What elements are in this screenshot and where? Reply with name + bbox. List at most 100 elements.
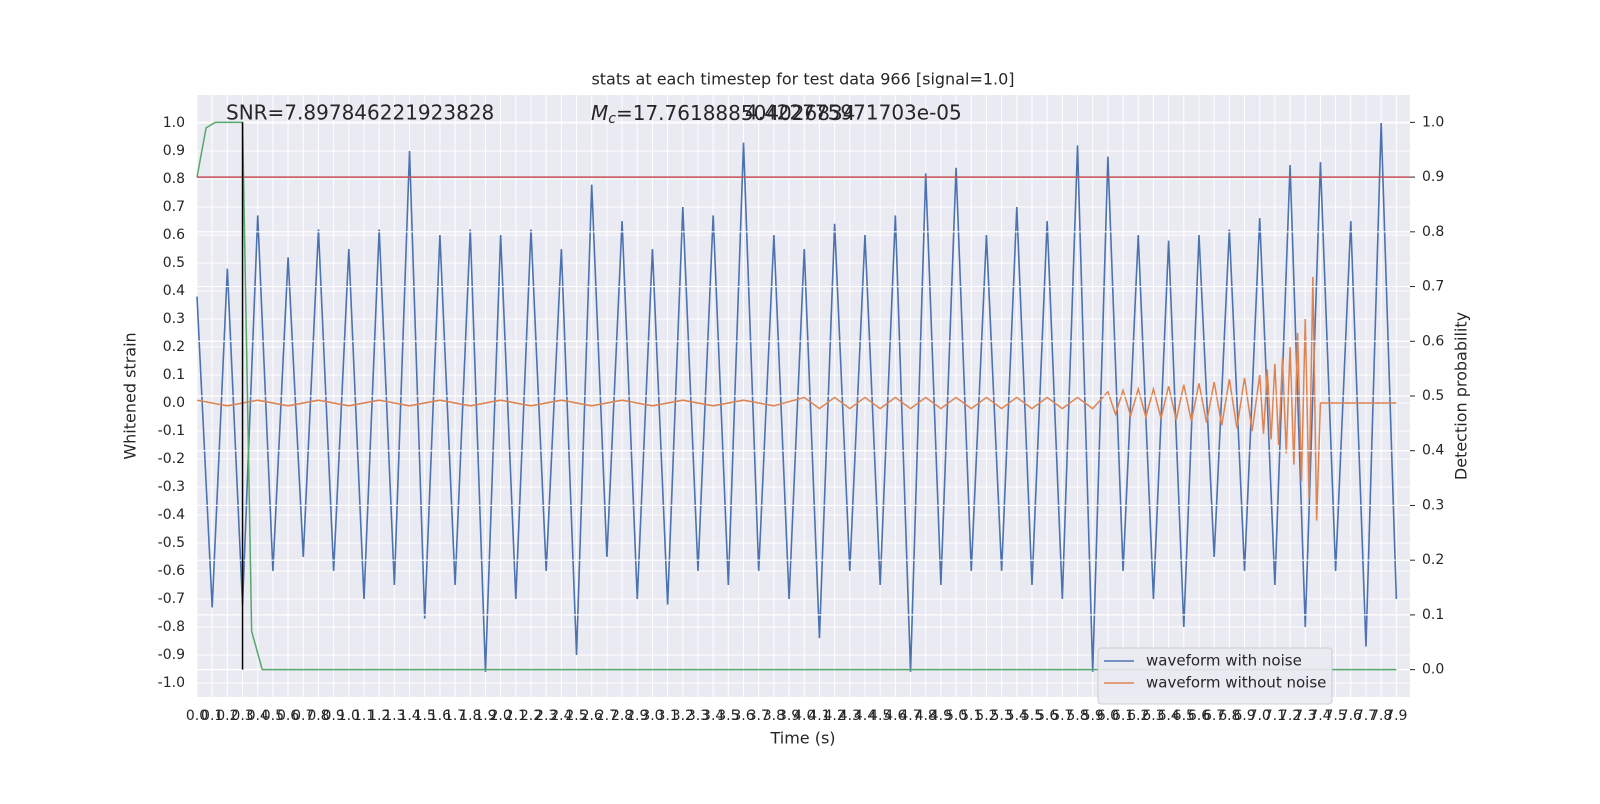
x-tick-label: 1.0 [338, 708, 360, 724]
y-tick-label: -0.2 [158, 451, 185, 467]
y-tick-label: 0.5 [163, 255, 185, 271]
x-tick-label: 0.2 [216, 708, 238, 724]
y-tick-label: -0.9 [158, 647, 185, 663]
x-tick-label: 5.1 [960, 708, 982, 724]
x-tick-label: 2.2 [520, 708, 542, 724]
x-tick-label: 4.1 [808, 708, 830, 724]
y-tick-label: 0.7 [163, 199, 185, 215]
x-tick-label: 7.5 [1324, 708, 1346, 724]
x-tick-label: 3.8 [763, 708, 785, 724]
y-tick-label: -0.4 [158, 507, 185, 523]
x-tick-label: 1.5 [414, 708, 436, 724]
x-tick-label: 4.0 [793, 708, 815, 724]
x-tick-label: 1.1 [353, 708, 375, 724]
y-axis-label: Whitened strain [121, 332, 140, 459]
x-tick-label: 7.6 [1340, 708, 1362, 724]
series-line [196, 122, 1398, 672]
x-tick-label: 4.9 [930, 708, 952, 724]
x-tick-label: 7.1 [1264, 708, 1286, 724]
y-tick-label: 0.6 [163, 227, 185, 243]
y2-tick-label: 0.0 [1422, 662, 1444, 678]
y2-tick-label: 0.5 [1422, 388, 1444, 404]
x-tick-label: 5.2 [975, 708, 997, 724]
y-tick-label: -0.3 [158, 479, 185, 495]
y2-tick-label: 0.6 [1422, 333, 1444, 349]
x-tick-label: 5.8 [1066, 708, 1088, 724]
y-tick-label: -1.0 [158, 675, 185, 691]
x-tick-label: 4.2 [823, 708, 845, 724]
y2-tick-label: 0.9 [1422, 169, 1444, 185]
annotation-part: =17.761888504026834 [616, 101, 855, 125]
x-tick-label: 7.3 [1294, 708, 1316, 724]
x-tick-label: 0.0 [186, 708, 208, 724]
x-tick-label: 3.4 [702, 708, 724, 724]
x-tick-label: 7.0 [1249, 708, 1271, 724]
x-tick-label: 3.2 [672, 708, 694, 724]
x-tick-label: 0.7 [292, 708, 314, 724]
x-tick-label: 6.1 [1112, 708, 1134, 724]
x-tick-label: 0.8 [307, 708, 329, 724]
x-tick-label: 1.4 [398, 708, 420, 724]
x-tick-label: 0.4 [247, 708, 269, 724]
y2-tick-label: 0.2 [1422, 552, 1444, 568]
x-tick-label: 5.0 [945, 708, 967, 724]
x-tick-label: 6.2 [1127, 708, 1149, 724]
x-tick-label: 7.8 [1370, 708, 1392, 724]
x-tick-label: 1.2 [368, 708, 390, 724]
y-tick-label: -0.1 [158, 423, 185, 439]
y-tick-label: 0.8 [163, 171, 185, 187]
x-tick-label: 3.9 [778, 708, 800, 724]
y2-tick-label: 1.0 [1422, 114, 1444, 130]
y2-tick-label: 0.4 [1422, 443, 1444, 459]
y-tick-label: -0.6 [158, 563, 185, 579]
x-tick-label: 7.9 [1385, 708, 1407, 724]
y-tick-label: 0.3 [163, 311, 185, 327]
x-tick-label: 6.9 [1233, 708, 1255, 724]
y-tick-label: 0.2 [163, 339, 185, 355]
x-tick-label: 0.1 [201, 708, 223, 724]
x-tick-label: 5.7 [1051, 708, 1073, 724]
x-tick-label: 4.8 [915, 708, 937, 724]
x-tick-label: 2.7 [596, 708, 618, 724]
x-tick-label: 2.1 [505, 708, 527, 724]
y-tick-label: 0.1 [163, 367, 185, 383]
x-tick-label: 7.4 [1309, 708, 1331, 724]
x-tick-label: 7.2 [1279, 708, 1301, 724]
x-tick-label: 0.6 [277, 708, 299, 724]
y2-tick-label: 0.8 [1422, 224, 1444, 240]
x-tick-label: 5.5 [1021, 708, 1043, 724]
x-tick-label: 1.9 [474, 708, 496, 724]
x-tick-label: 3.6 [732, 708, 754, 724]
y2-tick-label: 0.1 [1422, 607, 1444, 623]
x-tick-label: 0.9 [323, 708, 345, 724]
x-tick-label: 3.0 [641, 708, 663, 724]
x-tick-label: 6.7 [1203, 708, 1225, 724]
annotation-extra: 4.422775971703e-05 [745, 101, 962, 125]
x-tick-label: 2.3 [535, 708, 557, 724]
x-tick-label: 1.3 [383, 708, 405, 724]
x-tick-label: 3.1 [656, 708, 678, 724]
x-tick-label: 6.8 [1218, 708, 1240, 724]
y-tick-label: -0.7 [158, 591, 185, 607]
y2-axis-label: Detection probability [1452, 312, 1471, 480]
x-tick-label: 6.0 [1097, 708, 1119, 724]
x-tick-label: 2.4 [550, 708, 572, 724]
x-tick-label: 5.6 [1036, 708, 1058, 724]
legend-label: waveform without noise [1146, 674, 1326, 692]
x-tick-label: 6.3 [1142, 708, 1164, 724]
x-tick-label: 7.7 [1355, 708, 1377, 724]
annotation-part: M [591, 101, 608, 125]
x-tick-label: 3.5 [717, 708, 739, 724]
chart-title: stats at each timestep for test data 966… [591, 70, 1014, 89]
x-tick-label: 0.3 [231, 708, 253, 724]
x-tick-label: 5.4 [1006, 708, 1028, 724]
x-tick-label: 5.9 [1082, 708, 1104, 724]
y-tick-label: -0.8 [158, 619, 185, 635]
x-tick-label: 5.3 [990, 708, 1012, 724]
x-tick-label: 0.5 [262, 708, 284, 724]
x-tick-label: 4.5 [869, 708, 891, 724]
x-tick-label: 6.4 [1157, 708, 1179, 724]
x-tick-label: 6.5 [1173, 708, 1195, 724]
